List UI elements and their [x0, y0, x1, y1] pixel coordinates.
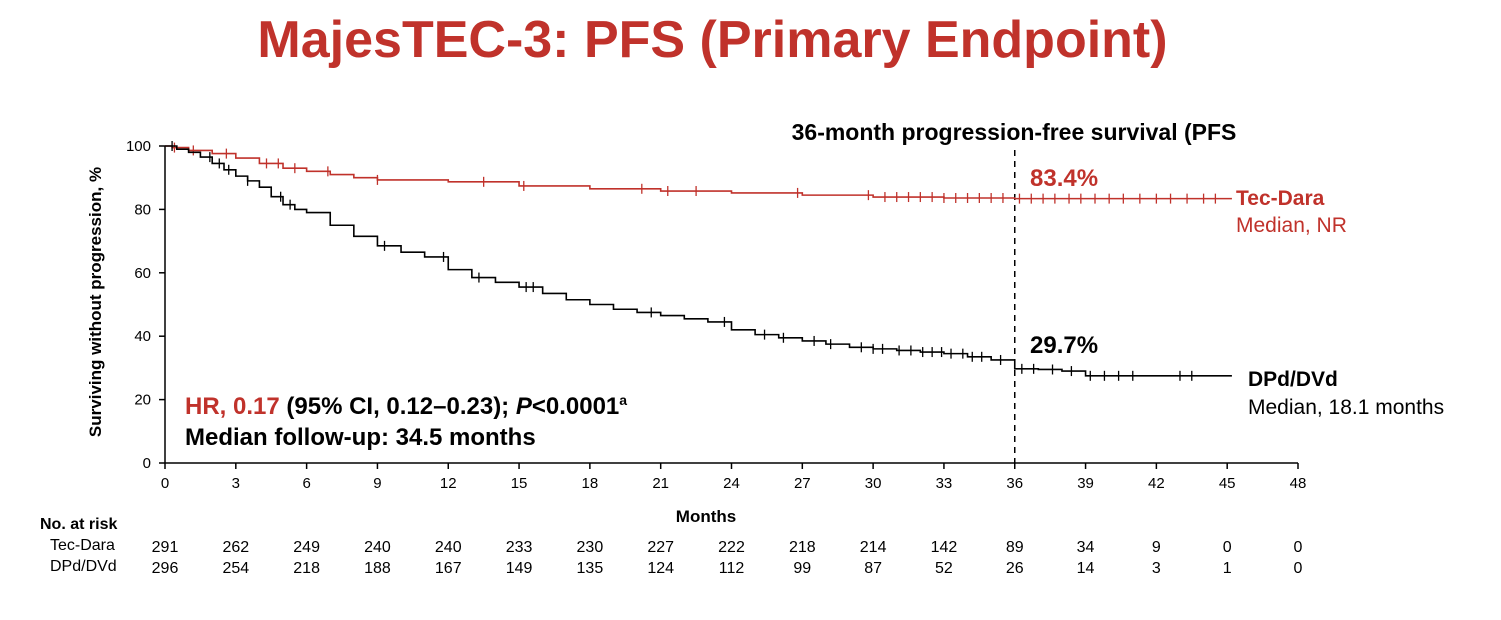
risk-cell: 89 [1006, 539, 1024, 556]
x-tick-label: 3 [232, 475, 240, 492]
risk-cell: 142 [931, 539, 958, 556]
y-tick-label: 60 [134, 265, 151, 282]
risk-cell: 296 [152, 560, 179, 577]
y-tick-label: 40 [134, 328, 151, 345]
risk-cell: 9 [1152, 539, 1161, 556]
y-tick-label: 80 [134, 201, 151, 218]
ci-text: (95% CI, 0.12–0.23); [279, 393, 516, 420]
risk-cell: 34 [1077, 539, 1095, 556]
legend-tec-dara-median: Median, NR [1236, 214, 1347, 237]
risk-cell: 112 [719, 560, 745, 577]
dpd-dvd-36m-value: 29.7% [1030, 332, 1098, 359]
x-tick-label: 18 [582, 475, 599, 492]
p-value: <0.0001 [531, 393, 620, 420]
hr-label: HR, 0.17 [185, 393, 280, 420]
risk-cell: 14 [1077, 560, 1095, 577]
x-tick-label: 12 [440, 475, 457, 492]
slide-title: MajesTEC-3: PFS (Primary Endpoint) [257, 11, 1168, 69]
risk-cell: 3 [1152, 560, 1161, 577]
x-tick-label: 45 [1219, 475, 1236, 492]
x-tick-label: 21 [652, 475, 669, 492]
x-tick-label: 30 [865, 475, 882, 492]
x-tick-label: 6 [302, 475, 310, 492]
x-tick-label: 0 [161, 475, 169, 492]
risk-cell: 218 [789, 539, 816, 556]
pfs-36-annotation-title: 36-month progression-free survival (PFS [792, 119, 1237, 145]
legend-dpd-dvd-name: DPd/DVd [1248, 368, 1338, 391]
x-tick-label: 24 [723, 475, 740, 492]
y-tick-label: 100 [126, 138, 151, 155]
p-footnote-marker: a [619, 392, 628, 408]
risk-cell: 227 [647, 539, 674, 556]
risk-row-label-dpd-dvd: DPd/DVd [50, 558, 117, 575]
km-curve-dpd-dvd [165, 145, 1232, 377]
x-tick-label: 27 [794, 475, 811, 492]
x-tick-label: 9 [373, 475, 381, 492]
risk-cell: 214 [860, 539, 887, 556]
risk-cell: 1 [1223, 560, 1232, 577]
risk-cell: 0 [1223, 539, 1232, 556]
y-tick-label: 20 [134, 392, 151, 409]
risk-cell: 254 [222, 560, 249, 577]
risk-table-header: No. at risk [40, 516, 118, 533]
risk-cell: 52 [935, 560, 953, 577]
risk-cell: 0 [1294, 560, 1303, 577]
risk-cell: 87 [864, 560, 882, 577]
x-tick-label: 33 [936, 475, 953, 492]
risk-cell: 149 [506, 560, 533, 577]
risk-cell: 124 [647, 560, 674, 577]
risk-cell: 240 [364, 539, 391, 556]
risk-cell: 291 [152, 539, 179, 556]
risk-cell: 262 [222, 539, 249, 556]
tec-dara-36m-value: 83.4% [1030, 165, 1098, 192]
hazard-ratio-text: HR, 0.17 (95% CI, 0.12–0.23); P<0.0001a [185, 392, 627, 421]
risk-cell: 240 [435, 539, 462, 556]
y-tick-label: 0 [143, 455, 151, 472]
x-tick-label: 39 [1077, 475, 1094, 492]
risk-cell: 249 [293, 539, 320, 556]
x-tick-label: 36 [1006, 475, 1023, 492]
median-followup-text: Median follow-up: 34.5 months [185, 424, 536, 451]
risk-cell: 26 [1006, 560, 1024, 577]
x-tick-label: 48 [1290, 475, 1307, 492]
risk-cell: 0 [1294, 539, 1303, 556]
risk-cell: 222 [718, 539, 745, 556]
x-tick-label: 15 [511, 475, 528, 492]
risk-cell: 167 [435, 560, 462, 577]
risk-cell: 135 [577, 560, 604, 577]
risk-cell: 188 [364, 560, 391, 577]
x-tick-label: 42 [1148, 475, 1165, 492]
risk-row-label-tec-dara: Tec-Dara [50, 537, 115, 554]
risk-cell: 218 [293, 560, 320, 577]
legend-dpd-dvd-median: Median, 18.1 months [1248, 396, 1444, 419]
risk-cell: 233 [506, 539, 533, 556]
p-italic: P [515, 393, 532, 420]
y-axis-label: Surviving without progression, % [86, 167, 105, 437]
risk-cell: 230 [577, 539, 604, 556]
legend-tec-dara-name: Tec-Dara [1236, 187, 1325, 210]
risk-cell: 99 [793, 560, 811, 577]
x-axis-label: Months [676, 507, 736, 526]
